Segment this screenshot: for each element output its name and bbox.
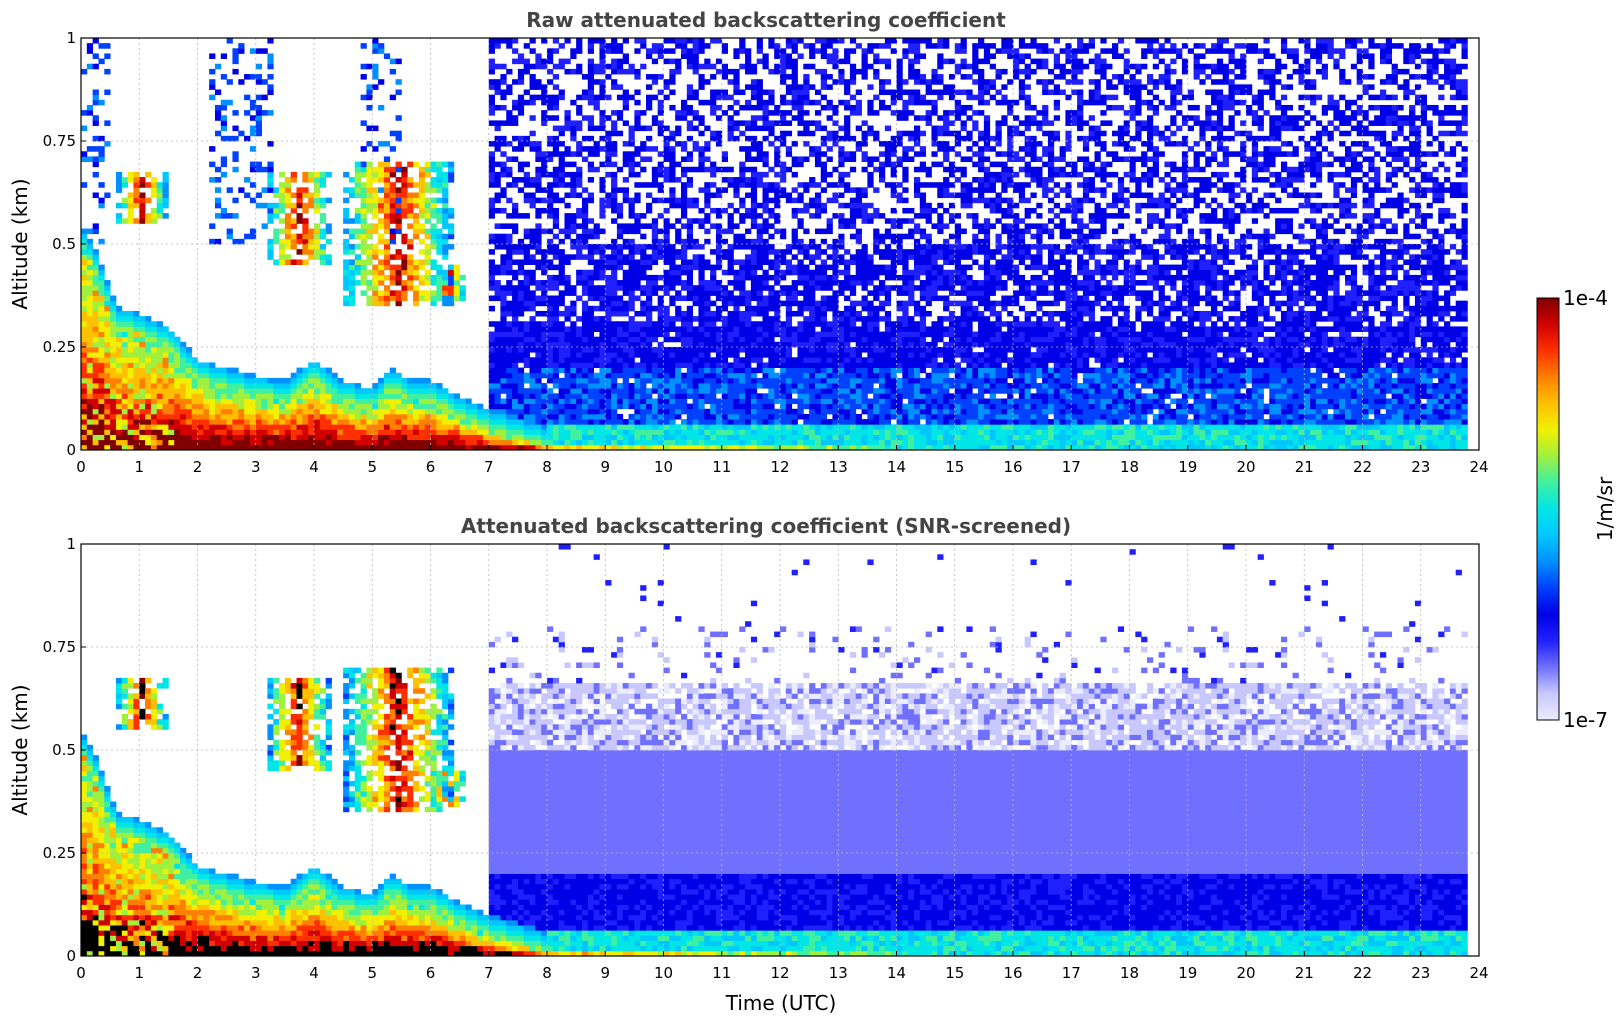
x-tick-label: 13 bbox=[829, 964, 848, 982]
x-tick-label: 18 bbox=[1120, 458, 1139, 476]
x-tick-label: 3 bbox=[251, 964, 261, 982]
x-tick-label: 19 bbox=[1178, 964, 1197, 982]
x-tick-label: 5 bbox=[367, 458, 377, 476]
top-gridlines bbox=[81, 38, 1479, 450]
top-y-ticks: 0 0.25 0.5 0.75 1 bbox=[43, 29, 86, 459]
x-tick-label: 21 bbox=[1295, 964, 1314, 982]
x-tick-label: 1 bbox=[134, 964, 144, 982]
x-tick-label: 4 bbox=[309, 964, 319, 982]
y-tick-label: 0.5 bbox=[52, 235, 76, 253]
x-tick-label: 7 bbox=[484, 964, 494, 982]
y-tick-label: 0.75 bbox=[43, 638, 76, 656]
x-tick-label: 2 bbox=[193, 458, 203, 476]
x-tick-label: 21 bbox=[1295, 458, 1314, 476]
x-tick-label: 17 bbox=[1062, 964, 1081, 982]
bottom-panel: Attenuated backscattering coefficient (S… bbox=[8, 514, 1489, 1015]
x-tick-label: 22 bbox=[1353, 458, 1372, 476]
x-tick-label: 15 bbox=[945, 964, 964, 982]
x-tick-label: 16 bbox=[1003, 964, 1022, 982]
x-tick-label: 12 bbox=[770, 964, 789, 982]
y-tick-label: 0.25 bbox=[43, 338, 76, 356]
y-tick-label: 0.75 bbox=[43, 132, 76, 150]
y-tick-label: 0.25 bbox=[43, 844, 76, 862]
x-tick-label: 4 bbox=[309, 458, 319, 476]
x-tick-label: 19 bbox=[1178, 458, 1197, 476]
colorbar-min-label: 1e-7 bbox=[1563, 708, 1608, 732]
bottom-y-axis-label: Altitude (km) bbox=[8, 684, 32, 815]
top-panel: Raw attenuated backscattering coefficien… bbox=[8, 8, 1489, 476]
x-tick-label: 10 bbox=[654, 964, 673, 982]
x-tick-label: 13 bbox=[829, 458, 848, 476]
x-tick-label: 22 bbox=[1353, 964, 1372, 982]
x-tick-label: 14 bbox=[887, 458, 906, 476]
y-tick-label: 1 bbox=[66, 29, 76, 47]
x-tick-label: 3 bbox=[251, 458, 261, 476]
y-tick-label: 0 bbox=[66, 441, 76, 459]
x-tick-label: 0 bbox=[76, 964, 86, 982]
top-y-axis-label: Altitude (km) bbox=[8, 178, 32, 309]
y-tick-label: 0 bbox=[66, 947, 76, 965]
x-tick-label: 9 bbox=[600, 458, 610, 476]
top-heatmap bbox=[81, 38, 1468, 451]
x-tick-label: 23 bbox=[1411, 458, 1430, 476]
x-tick-label: 24 bbox=[1469, 458, 1488, 476]
x-tick-label: 5 bbox=[367, 964, 377, 982]
x-tick-label: 8 bbox=[542, 458, 552, 476]
x-tick-label: 1 bbox=[134, 458, 144, 476]
x-tick-label: 2 bbox=[193, 964, 203, 982]
x-tick-label: 20 bbox=[1236, 458, 1255, 476]
colorbar-unit-label: 1/m/sr bbox=[1593, 476, 1617, 541]
x-axis-label: Time (UTC) bbox=[725, 991, 837, 1015]
bottom-y-ticks: 0 0.25 0.5 0.75 1 bbox=[43, 535, 86, 965]
x-tick-label: 7 bbox=[484, 458, 494, 476]
colorbar-max-label: 1e-4 bbox=[1563, 286, 1608, 310]
x-tick-label: 17 bbox=[1062, 458, 1081, 476]
bottom-panel-title: Attenuated backscattering coefficient (S… bbox=[461, 514, 1071, 538]
y-tick-label: 0.5 bbox=[52, 741, 76, 759]
top-x-ticks: 0 1 2 3 4 5 6 7 8 9 10 11 12 13 14 15 16 17 18 19 20 21 22 23 24 bbox=[76, 445, 1489, 476]
x-tick-label: 6 bbox=[426, 964, 436, 982]
x-tick-label: 20 bbox=[1236, 964, 1255, 982]
bottom-heatmap bbox=[81, 544, 1468, 957]
x-tick-label: 11 bbox=[712, 964, 731, 982]
x-tick-label: 11 bbox=[712, 458, 731, 476]
colorbar: 1e-4 1e-7 1/m/sr bbox=[1536, 286, 1617, 732]
x-tick-label: 16 bbox=[1003, 458, 1022, 476]
colorbar-gradient bbox=[1536, 297, 1560, 721]
x-tick-label: 9 bbox=[600, 964, 610, 982]
x-tick-label: 8 bbox=[542, 964, 552, 982]
top-panel-title: Raw attenuated backscattering coefficien… bbox=[526, 8, 1006, 32]
y-tick-label: 1 bbox=[66, 535, 76, 553]
x-tick-label: 14 bbox=[887, 964, 906, 982]
x-tick-label: 18 bbox=[1120, 964, 1139, 982]
x-tick-label: 6 bbox=[426, 458, 436, 476]
bottom-x-ticks: 0 1 2 3 4 5 6 7 8 9 10 11 12 13 14 15 16 17 18 19 20 21 22 23 24 bbox=[76, 951, 1489, 982]
x-tick-label: 12 bbox=[770, 458, 789, 476]
x-tick-label: 10 bbox=[654, 458, 673, 476]
x-tick-label: 23 bbox=[1411, 964, 1430, 982]
x-tick-label: 24 bbox=[1469, 964, 1488, 982]
x-tick-label: 0 bbox=[76, 458, 86, 476]
x-tick-label: 15 bbox=[945, 458, 964, 476]
bottom-gridlines bbox=[81, 544, 1479, 956]
